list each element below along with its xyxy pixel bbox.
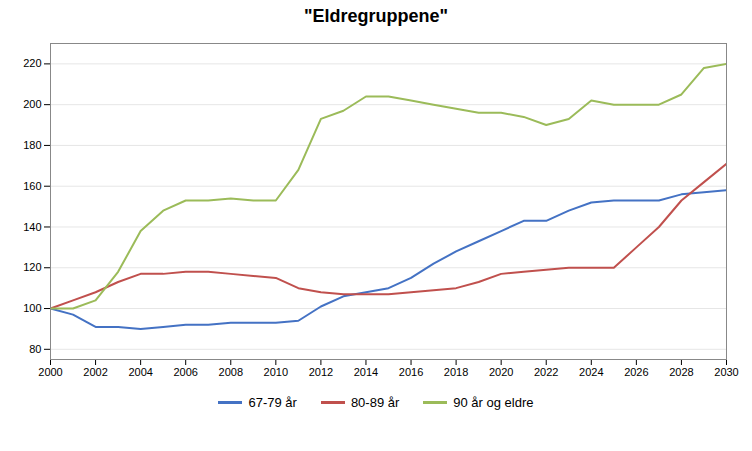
- html-text:90 år og eldre: 90 år og eldre: [453, 395, 534, 410]
- svg-text:2014: 2014: [354, 366, 378, 378]
- svg-text:2002: 2002: [83, 366, 107, 378]
- svg-text:2026: 2026: [624, 366, 648, 378]
- svg-text:2016: 2016: [399, 366, 423, 378]
- svg-text:220: 220: [23, 57, 41, 69]
- svg-text:2022: 2022: [534, 366, 558, 378]
- html-text:67-79 år: 67-79 år: [248, 395, 297, 410]
- svg-text:2000: 2000: [38, 366, 62, 378]
- svg-text:2006: 2006: [173, 366, 197, 378]
- svg-text:160: 160: [23, 180, 41, 192]
- svg-text:2024: 2024: [579, 366, 603, 378]
- svg-text:180: 180: [23, 139, 41, 151]
- svg-text:2030: 2030: [714, 366, 738, 378]
- svg-text:200: 200: [23, 98, 41, 110]
- html-text:80-89 år: 80-89 år: [350, 395, 400, 410]
- svg-text:2008: 2008: [219, 366, 243, 378]
- svg-text:120: 120: [23, 261, 41, 273]
- svg-text:2010: 2010: [264, 366, 288, 378]
- svg-text:2004: 2004: [128, 366, 152, 378]
- svg-text:80: 80: [29, 343, 41, 355]
- svg-text:2020: 2020: [489, 366, 513, 378]
- svg-text:140: 140: [23, 221, 41, 233]
- html-text:"Eldregruppene": "Eldregruppene": [304, 6, 448, 26]
- svg-text:2012: 2012: [309, 366, 333, 378]
- svg-text:2028: 2028: [669, 366, 693, 378]
- svg-text:2018: 2018: [444, 366, 468, 378]
- svg-text:100: 100: [23, 302, 41, 314]
